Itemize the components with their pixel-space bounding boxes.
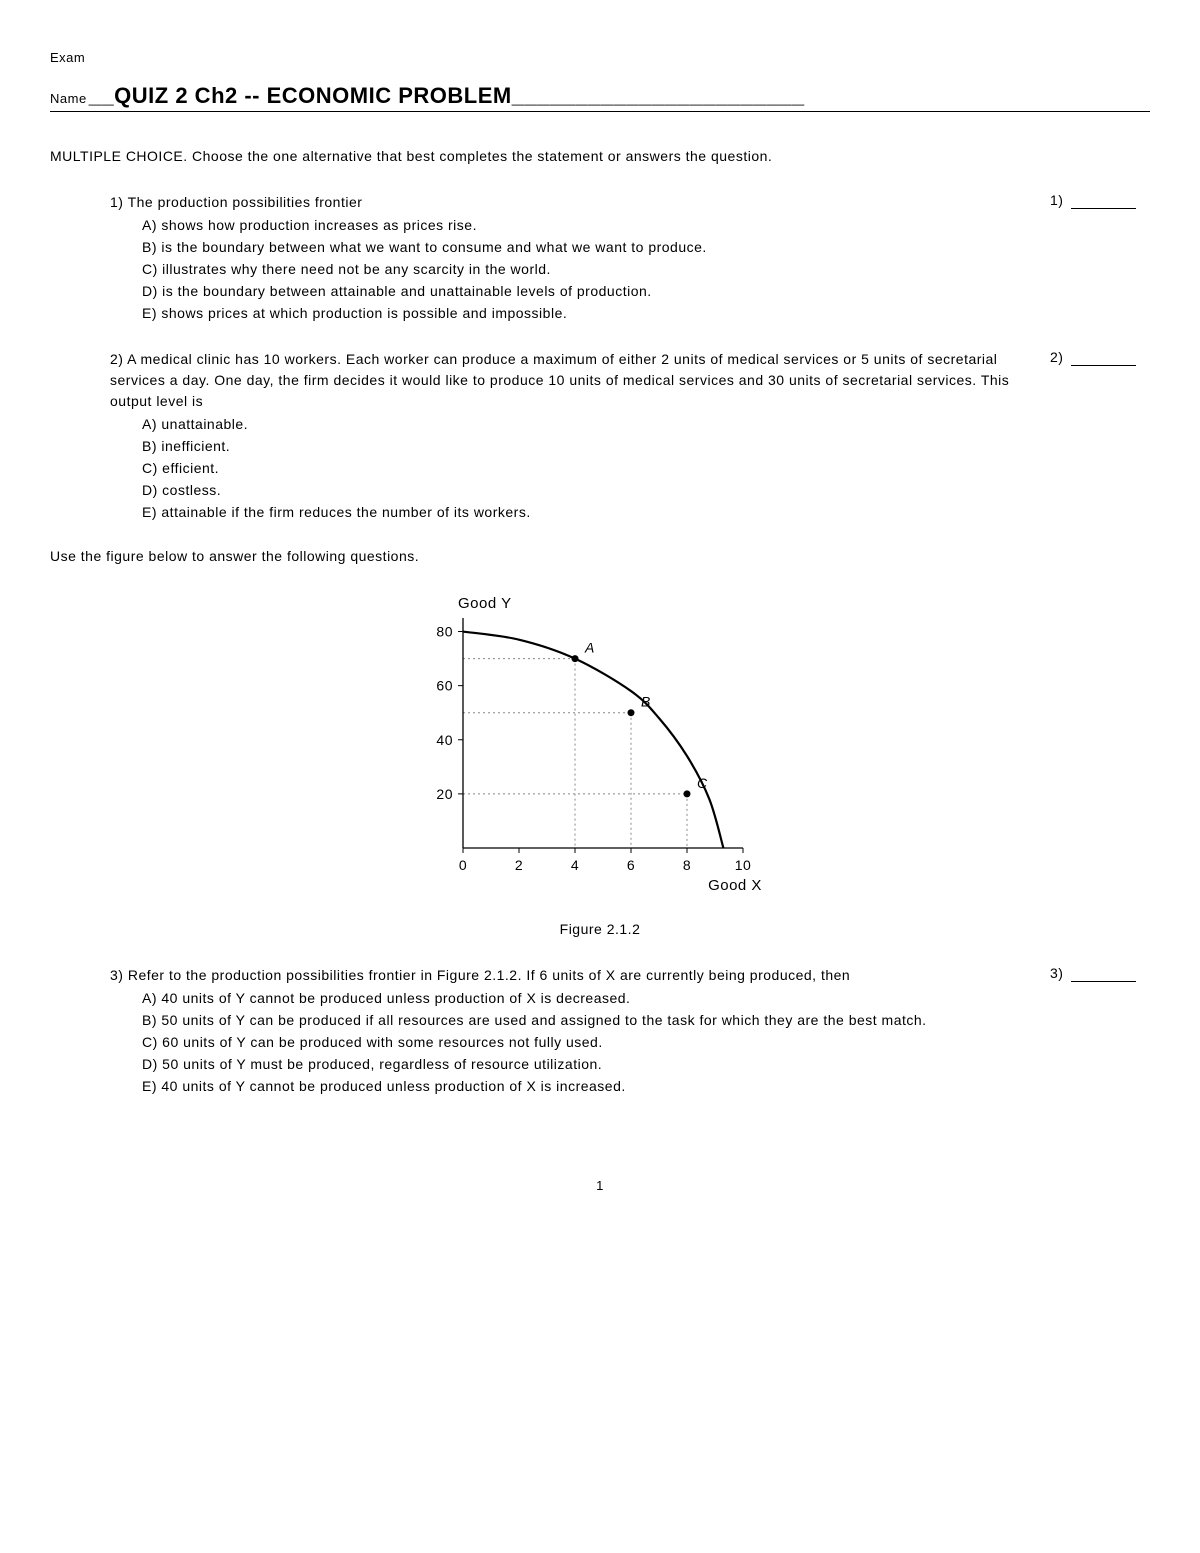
curve-point <box>571 655 578 662</box>
question-main: 2) A medical clinic has 10 workers. Each… <box>110 349 1050 524</box>
option: C) illustrates why there need not be any… <box>142 259 1030 280</box>
options-list: A) unattainable.B) inefficient.C) effici… <box>142 414 1030 523</box>
option: D) is the boundary between attainable an… <box>142 281 1030 302</box>
option: D) 50 units of Y must be produced, regar… <box>142 1054 1030 1075</box>
answer-slot: 2) <box>1050 349 1150 524</box>
option: E) shows prices at which production is p… <box>142 303 1030 324</box>
question-main: 3) Refer to the production possibilities… <box>110 965 1050 1098</box>
y-tick-label: 20 <box>436 786 453 802</box>
point-label: B <box>641 694 651 710</box>
answer-blank[interactable] <box>1071 349 1136 366</box>
option: A) 40 units of Y cannot be produced unle… <box>142 988 1030 1009</box>
quiz-title: QUIZ 2 Ch2 -- ECONOMIC PROBLEM <box>114 83 512 109</box>
figure-note: Use the figure below to answer the follo… <box>50 548 1150 564</box>
answer-slot: 3) <box>1050 965 1150 1098</box>
option: B) 50 units of Y can be produced if all … <box>142 1010 1030 1031</box>
option: D) costless. <box>142 480 1030 501</box>
ppf-curve <box>463 632 723 848</box>
figure-caption: Figure 2.1.2 <box>50 921 1150 937</box>
question-text: 2) A medical clinic has 10 workers. Each… <box>110 349 1030 412</box>
figure-container: 20 40 60 80 0 2 4 6 8 10 Good Y Good X A B C <box>50 588 1150 901</box>
instructions: MULTIPLE CHOICE. Choose the one alternat… <box>50 148 1150 164</box>
title-row: Name __ QUIZ 2 Ch2 -- ECONOMIC PROBLEM _… <box>50 83 1150 112</box>
x-tick-label: 8 <box>682 857 690 873</box>
curve-point <box>683 790 690 797</box>
y-tick-label: 40 <box>436 732 453 748</box>
x-tick-label: 6 <box>626 857 634 873</box>
underscore-left: __ <box>89 83 114 109</box>
question-block: 1) The production possibilities frontier… <box>110 192 1150 325</box>
x-tick-label: 4 <box>570 857 578 873</box>
question-number-right: 1) <box>1050 192 1063 208</box>
x-tick-label: 2 <box>514 857 522 873</box>
question-number-right: 2) <box>1050 349 1063 365</box>
answer-slot: 1) <box>1050 192 1150 325</box>
x-tick-label: 10 <box>734 857 751 873</box>
name-label: Name <box>50 91 87 106</box>
x-axis-label: Good X <box>708 877 762 894</box>
exam-label: Exam <box>50 50 1150 65</box>
page-number: 1 <box>50 1178 1150 1193</box>
option: E) attainable if the firm reduces the nu… <box>142 502 1030 523</box>
y-tick-label: 60 <box>436 678 453 694</box>
option: C) efficient. <box>142 458 1030 479</box>
option: C) 60 units of Y can be produced with so… <box>142 1032 1030 1053</box>
question-number-right: 3) <box>1050 965 1063 981</box>
options-list: A) shows how production increases as pri… <box>142 215 1030 324</box>
answer-blank[interactable] <box>1071 965 1136 982</box>
question-text: 3) Refer to the production possibilities… <box>110 965 1030 986</box>
ppf-chart: 20 40 60 80 0 2 4 6 8 10 Good Y Good X A B C <box>408 588 793 898</box>
option: B) is the boundary between what we want … <box>142 237 1030 258</box>
option: B) inefficient. <box>142 436 1030 457</box>
question-block: 2) A medical clinic has 10 workers. Each… <box>110 349 1150 524</box>
point-label: C <box>697 775 708 791</box>
x-tick-label: 0 <box>458 857 466 873</box>
point-label: A <box>584 640 595 656</box>
option: A) unattainable. <box>142 414 1030 435</box>
question-block: 3) Refer to the production possibilities… <box>110 965 1150 1098</box>
question-text: 1) The production possibilities frontier <box>110 192 1030 213</box>
y-axis-label: Good Y <box>458 595 512 612</box>
option: A) shows how production increases as pri… <box>142 215 1030 236</box>
option: E) 40 units of Y cannot be produced unle… <box>142 1076 1030 1097</box>
options-list: A) 40 units of Y cannot be produced unle… <box>142 988 1030 1097</box>
curve-point <box>627 709 634 716</box>
question-main: 1) The production possibilities frontier… <box>110 192 1050 325</box>
y-tick-label: 80 <box>436 624 453 640</box>
underscore-right: _______________________ <box>512 83 805 109</box>
answer-blank[interactable] <box>1071 192 1136 209</box>
